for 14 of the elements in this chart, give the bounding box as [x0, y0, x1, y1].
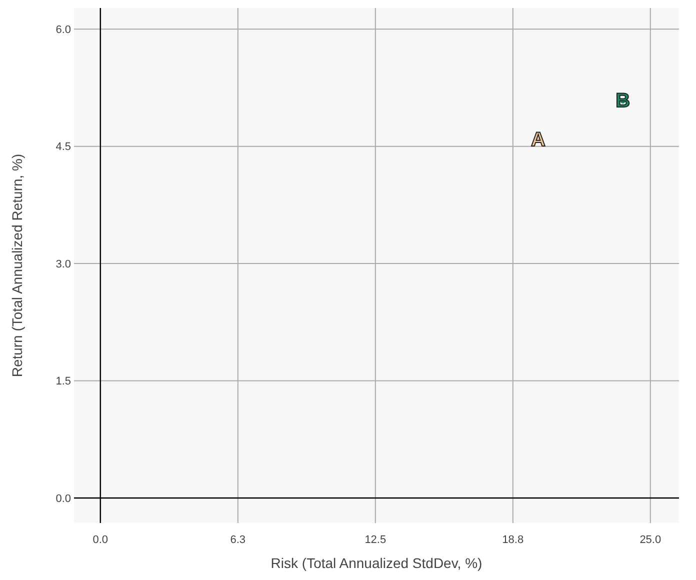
x-tick-label: 18.8 — [502, 534, 524, 546]
series-label: A — [530, 129, 546, 152]
series-label: B — [616, 90, 630, 112]
x-tick-label: 12.5 — [364, 534, 386, 546]
y-axis-title: Return (Total Annualized Return, %) — [9, 154, 25, 378]
x-tick-label: 0.0 — [92, 534, 108, 546]
y-tick-label: 3.0 — [56, 258, 71, 270]
x-tick-label: 25.0 — [640, 534, 662, 546]
y-tick-label: 1.5 — [56, 376, 71, 388]
x-tick-label: 6.3 — [230, 534, 246, 546]
x-axis-title: Risk (Total Annualized StdDev, %) — [270, 555, 482, 571]
y-tick-label: 0.0 — [56, 492, 71, 505]
y-tick-label: 4.5 — [56, 141, 71, 154]
y-tick-label: 6.0 — [56, 24, 71, 36]
